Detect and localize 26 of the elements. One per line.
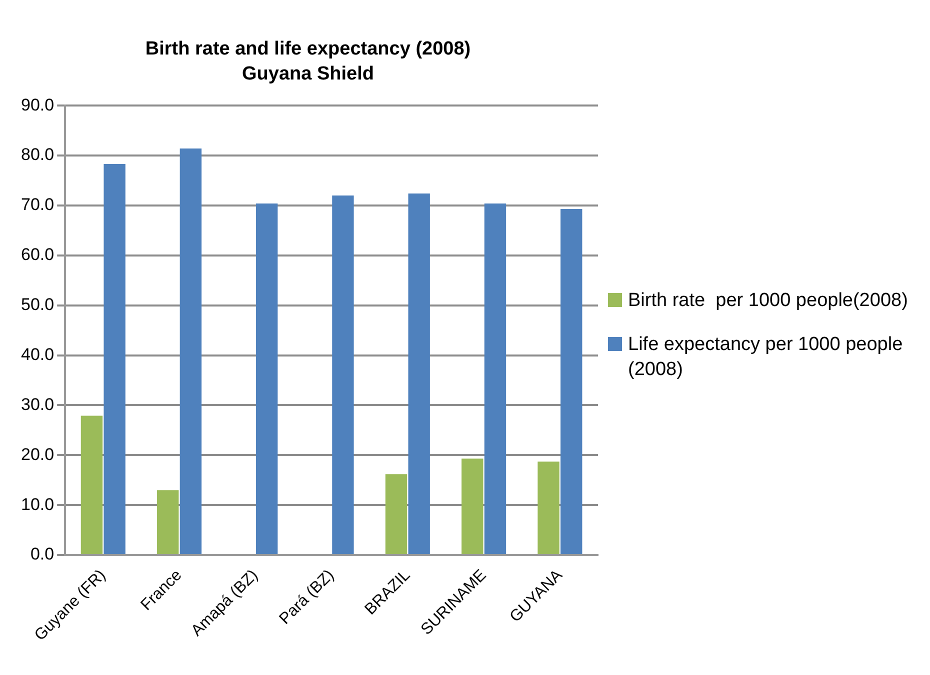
y-tick-label: 10.0: [20, 494, 54, 514]
chart-title: Birth rate and life expectancy (2008): [145, 38, 471, 60]
bar: [538, 462, 560, 554]
bar: [332, 195, 354, 554]
bar: [408, 193, 430, 554]
bar: [180, 148, 202, 554]
y-tick-label: 90.0: [20, 95, 54, 114]
y-tick-label: 60.0: [20, 245, 54, 264]
chart-subtitle: Guyana Shield: [242, 63, 374, 84]
bar: [104, 164, 126, 554]
y-tick-label: 80.0: [20, 145, 54, 164]
bar: [462, 458, 484, 554]
bar: [484, 203, 506, 554]
y-tick-label: 0.0: [30, 544, 54, 564]
y-tick-label: 50.0: [20, 295, 54, 314]
bar: [560, 208, 582, 554]
bar: [256, 203, 278, 554]
legend-label: Life expectancy per 1000 people (2008): [628, 332, 904, 382]
y-tick-label: 70.0: [20, 195, 54, 214]
bar: [385, 474, 408, 554]
bar: [157, 490, 179, 554]
y-tick-label: 20.0: [20, 444, 54, 464]
y-tick-label: 40.0: [20, 344, 54, 364]
y-tick-label: 30.0: [20, 394, 54, 414]
legend-label: Birth rate per 1000 people(2008): [628, 289, 908, 314]
bar: [80, 416, 103, 554]
